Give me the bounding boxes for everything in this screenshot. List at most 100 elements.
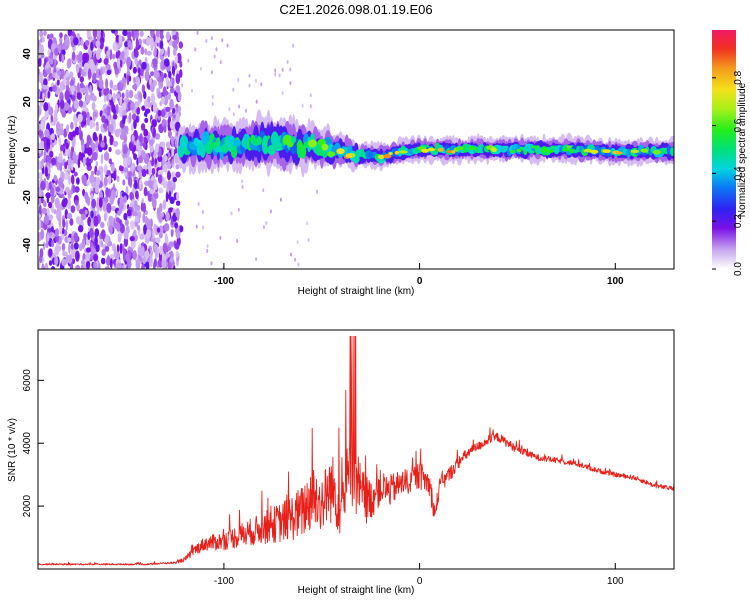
noise-speck: [307, 238, 310, 242]
y-tick-label: 4000: [22, 432, 33, 455]
noise-speck: [175, 112, 180, 123]
spectrogram-x-axis: -100 0 100: [214, 263, 624, 287]
noise-speck: [187, 58, 190, 63]
noise-speck: [127, 31, 132, 40]
noise-speck: [41, 207, 47, 215]
noise-speck: [281, 90, 284, 95]
noise-speck: [140, 69, 144, 77]
noise-speck: [274, 68, 277, 73]
noise-speck: [196, 30, 199, 35]
noise-speck: [157, 109, 162, 117]
noise-speck: [85, 252, 91, 262]
noise-speck: [167, 181, 173, 189]
noise-speck: [98, 191, 103, 200]
noise-speck: [66, 124, 69, 134]
noise-speck: [230, 211, 233, 216]
noise-speck: [131, 162, 135, 171]
noise-speck: [40, 121, 45, 132]
noise-speck: [57, 208, 62, 218]
noise-speck: [151, 167, 156, 175]
noise-speck: [112, 42, 117, 51]
colorbar-tick-label: 0.2: [733, 214, 744, 228]
noise-speck: [66, 212, 73, 219]
noise-speck: [43, 78, 48, 87]
noise-speck: [55, 186, 61, 193]
noise-speck: [118, 106, 123, 117]
noise-speck: [141, 61, 147, 70]
ridge-blob: [327, 151, 336, 157]
noise-speck: [84, 209, 88, 215]
noise-speck: [40, 196, 44, 204]
noise-speck: [61, 243, 66, 251]
noise-speck: [151, 119, 157, 128]
noise-speck: [70, 79, 75, 88]
noise-speck: [309, 104, 312, 109]
noise-speck: [160, 212, 164, 218]
noise-speck: [172, 260, 175, 267]
noise-speck: [61, 198, 68, 208]
noise-speck: [112, 114, 118, 120]
noise-speck: [44, 166, 48, 177]
noise-speck: [143, 111, 148, 117]
signal-ridge: [177, 109, 674, 178]
noise-speck: [241, 179, 244, 184]
ridge-blob: [273, 141, 283, 150]
noise-speck: [286, 60, 289, 64]
colorbar-tick-label: 0.8: [733, 70, 744, 84]
noise-speck: [165, 191, 169, 203]
noise-speck: [232, 87, 235, 92]
noise-speck: [156, 227, 161, 233]
noise-speck: [167, 46, 170, 58]
noise-speck: [248, 83, 251, 88]
noise-speck: [67, 157, 72, 167]
noise-speck: [50, 226, 54, 233]
noise-speck: [181, 83, 184, 88]
ridge-blob: [590, 149, 599, 154]
noise-speck: [54, 197, 60, 209]
noise-speck: [149, 139, 154, 146]
noise-speck: [77, 72, 81, 79]
noise-speck: [83, 232, 88, 240]
noise-speck: [61, 258, 67, 267]
noise-speck: [91, 181, 97, 189]
noise-speck: [69, 218, 74, 226]
noise-speck: [70, 262, 74, 269]
ridge-blob: [572, 149, 578, 153]
noise-speck: [147, 96, 151, 103]
noise-speck: [82, 156, 86, 167]
noise-speck: [202, 225, 205, 230]
noise-speck: [110, 117, 116, 126]
noise-speck: [145, 261, 150, 269]
noise-speck: [106, 169, 111, 176]
noise-speck: [159, 203, 163, 213]
noise-speck: [165, 77, 169, 84]
noise-speck: [75, 63, 80, 74]
noise-speck: [306, 221, 309, 226]
noise-speck: [133, 30, 139, 38]
noise-speck: [123, 212, 128, 221]
colorbar: 0.0 0.2 0.4 0.6 0.8 Normalized spectral ampl…: [712, 30, 748, 276]
noise-speck: [132, 84, 138, 90]
noise-speck: [163, 223, 170, 232]
spectrogram-panel: -100 0 100 -40 -20 0 20 40 Height of straight …: [7, 29, 675, 297]
noise-speck: [41, 36, 45, 43]
noise-speck: [177, 105, 182, 113]
noise-speck: [172, 47, 177, 57]
noise-speck: [150, 71, 155, 77]
noise-speck: [151, 197, 157, 209]
noise-speck: [128, 171, 133, 178]
noise-speck: [65, 219, 69, 231]
noise-speck: [46, 234, 50, 242]
noise-speck: [100, 68, 103, 76]
noise-speck: [80, 259, 85, 266]
noise-speck: [292, 43, 295, 48]
noise-speck: [116, 244, 120, 254]
noise-speck: [237, 207, 240, 212]
noise-speck: [125, 186, 129, 196]
noise-speck: [51, 239, 55, 248]
noise-speck: [108, 158, 113, 165]
noise-speck: [211, 101, 214, 106]
noise-speck: [144, 117, 149, 124]
ridge-blob: [615, 151, 623, 155]
noise-speck: [73, 242, 79, 250]
